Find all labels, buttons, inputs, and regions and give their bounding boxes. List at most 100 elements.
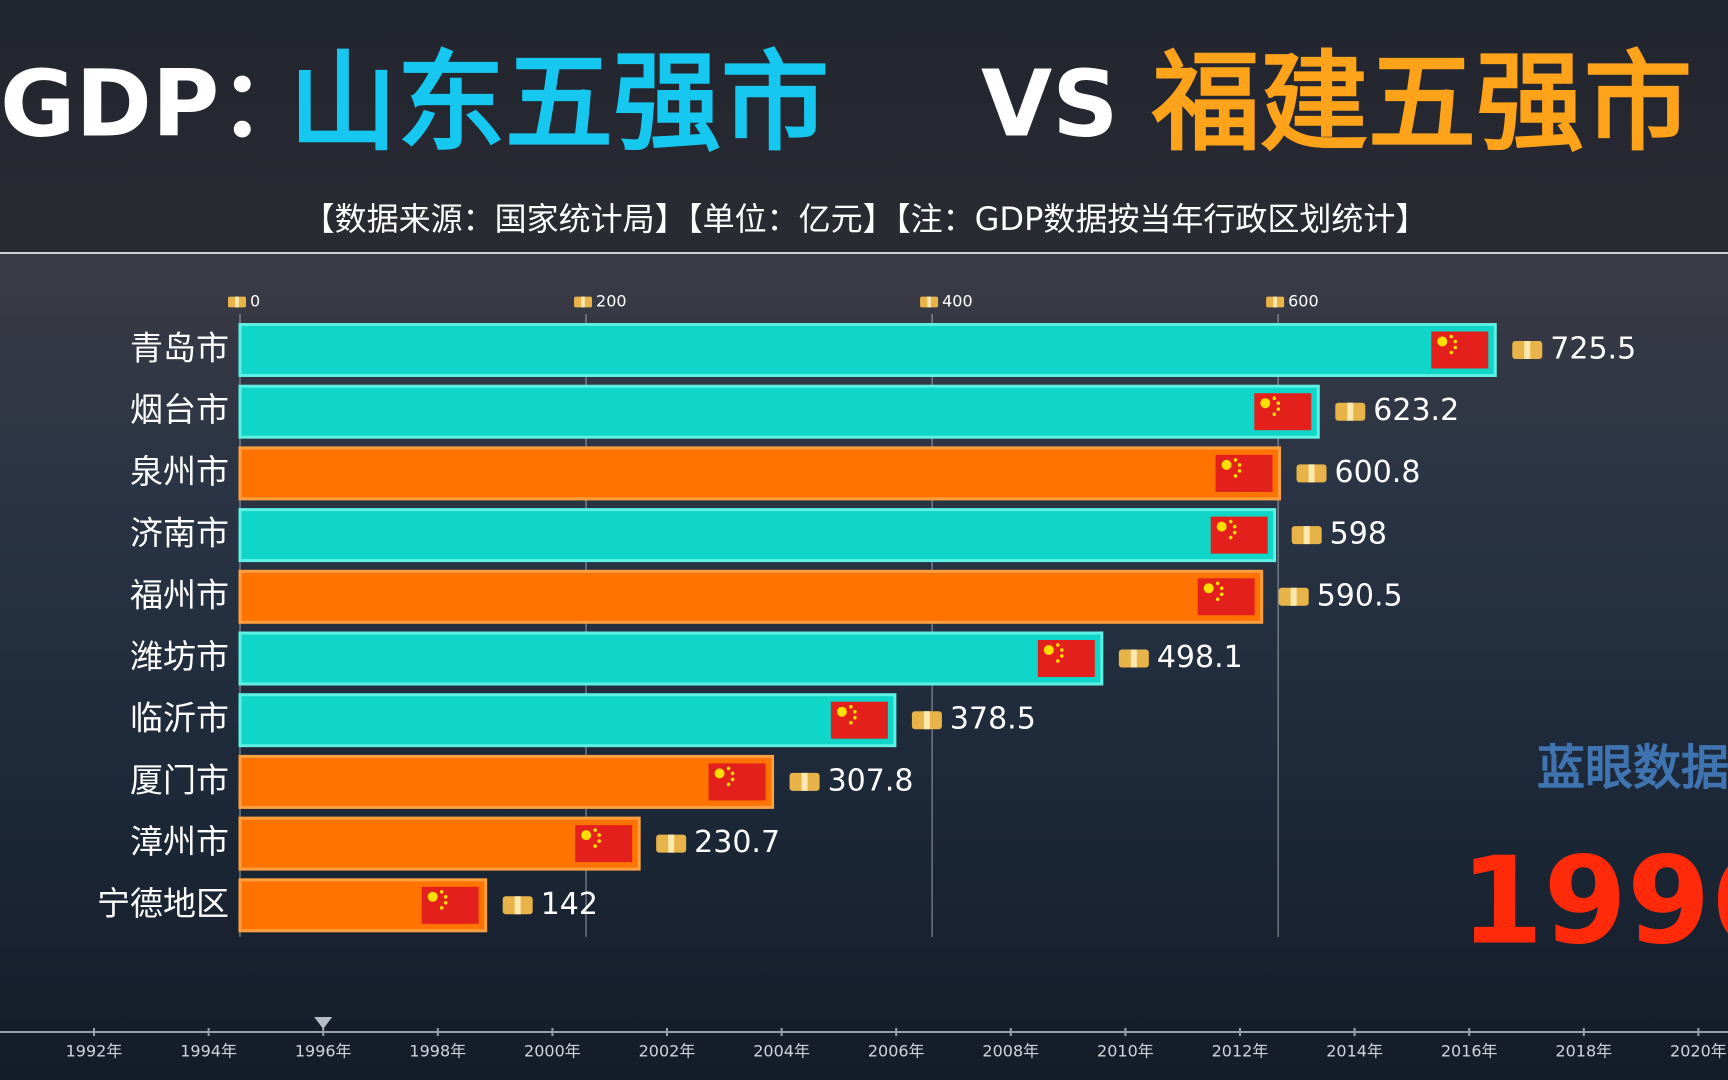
flag-icon bbox=[1215, 454, 1273, 492]
flag-star-small bbox=[597, 833, 601, 837]
y-tick-label: 厦门市 bbox=[130, 760, 229, 799]
money-icon bbox=[574, 296, 593, 308]
flag-icon bbox=[575, 825, 633, 863]
money-icon-band bbox=[1273, 296, 1277, 308]
flag-star bbox=[836, 706, 847, 717]
flag-body bbox=[1210, 516, 1268, 554]
watermark: 蓝眼数据 bbox=[1537, 740, 1728, 796]
bar bbox=[238, 816, 641, 871]
money-icon bbox=[228, 296, 246, 308]
money-icon bbox=[1512, 341, 1543, 359]
bar bbox=[238, 446, 1282, 501]
money-icon-band bbox=[668, 834, 675, 853]
bar bbox=[238, 693, 897, 748]
title-part: 山东五强市 bbox=[289, 41, 829, 166]
money-icon bbox=[789, 772, 820, 791]
timeline-label: 1998年 bbox=[409, 1042, 466, 1061]
flag-body bbox=[830, 701, 888, 739]
timeline-label: 2016年 bbox=[1441, 1042, 1498, 1061]
value-label: 598 bbox=[1330, 517, 1387, 552]
money-icon bbox=[1335, 402, 1366, 421]
timeline-label: 2020年 bbox=[1670, 1042, 1727, 1061]
flag-star-small bbox=[443, 901, 448, 905]
x-tick-label: 400 bbox=[942, 292, 973, 311]
flag-star bbox=[581, 830, 592, 841]
money-icon bbox=[911, 711, 942, 730]
timeline-label: 2000年 bbox=[524, 1042, 581, 1061]
bar bbox=[238, 323, 1497, 377]
flag-star-small bbox=[1449, 334, 1454, 339]
flag-body bbox=[1431, 331, 1489, 369]
timeline-label: 2004年 bbox=[753, 1042, 810, 1061]
flag-body bbox=[1215, 454, 1273, 492]
money-icon-band bbox=[1308, 464, 1315, 483]
timeline-label: 2002年 bbox=[639, 1042, 696, 1061]
flag-body bbox=[1197, 578, 1255, 616]
flag-star bbox=[1043, 645, 1054, 655]
flag-star-small bbox=[1056, 643, 1060, 647]
flag-star-small bbox=[726, 766, 731, 771]
value-label: 378.5 bbox=[950, 702, 1036, 737]
money-icon bbox=[1118, 649, 1149, 668]
y-tick-label: 宁德地区 bbox=[97, 884, 229, 923]
timeline-label: 1992年 bbox=[66, 1042, 123, 1061]
money-icon bbox=[1278, 587, 1309, 606]
flag-star bbox=[427, 891, 438, 902]
current-year: 1996年 bbox=[1460, 833, 1728, 972]
money-icon bbox=[1296, 464, 1327, 483]
flag-star-small bbox=[1228, 519, 1233, 524]
flag-star-small bbox=[1276, 401, 1281, 406]
money-icon-band bbox=[923, 711, 930, 730]
flag-star-small bbox=[730, 771, 735, 776]
timeline-label: 1996年 bbox=[295, 1042, 352, 1061]
money-icon bbox=[502, 896, 533, 915]
flag-star-small bbox=[1219, 592, 1224, 597]
flag-star-small bbox=[1060, 654, 1064, 658]
subtitle: 【数据来源：国家统计局】【单位：亿元】【注：GDP数据按当年行政区划统计】 bbox=[303, 200, 1428, 238]
flag-star-small bbox=[593, 844, 597, 848]
timeline-label: 2018年 bbox=[1555, 1042, 1612, 1061]
money-icon-band bbox=[514, 896, 521, 915]
timeline-label: 1994年 bbox=[180, 1042, 237, 1061]
money-icon bbox=[1291, 526, 1322, 545]
flag-icon bbox=[830, 701, 888, 739]
flag-star-small bbox=[1232, 530, 1237, 535]
y-tick-label: 漳州市 bbox=[130, 822, 229, 861]
flag-star-small bbox=[853, 709, 857, 714]
value-label: 590.5 bbox=[1317, 578, 1403, 613]
flag-icon bbox=[708, 763, 766, 801]
money-icon-band bbox=[1524, 341, 1531, 359]
money-icon bbox=[920, 296, 939, 308]
value-label: 623.2 bbox=[1373, 393, 1459, 428]
flag-star-small bbox=[1060, 648, 1064, 652]
value-label: 600.8 bbox=[1335, 455, 1421, 490]
flag-star-small bbox=[439, 890, 444, 894]
money-icon bbox=[656, 834, 687, 853]
y-tick-label: 烟台市 bbox=[130, 390, 229, 429]
flag-star-small bbox=[1215, 597, 1220, 602]
bar bbox=[238, 631, 1104, 686]
flag-body bbox=[421, 886, 479, 924]
bar bbox=[238, 569, 1264, 624]
flag-star-small bbox=[1453, 339, 1458, 344]
money-icon-band bbox=[581, 296, 585, 308]
flag-star-small bbox=[1276, 407, 1281, 412]
flag-star-small bbox=[1449, 350, 1454, 355]
flag-star-small bbox=[1272, 412, 1277, 417]
y-tick-label: 临沂市 bbox=[130, 699, 229, 738]
flag-star-small bbox=[439, 906, 444, 910]
bar bbox=[238, 754, 775, 809]
money-icon-band bbox=[1130, 649, 1137, 668]
y-tick-label: 济南市 bbox=[130, 514, 229, 553]
flag-star-small bbox=[1219, 586, 1224, 591]
timeline-label: 2006年 bbox=[868, 1042, 925, 1061]
x-tick-label: 0 bbox=[250, 292, 260, 311]
flag-body bbox=[1254, 393, 1312, 431]
flag-star bbox=[1260, 398, 1271, 409]
flag-star-small bbox=[1228, 535, 1233, 540]
flag-star-small bbox=[726, 782, 731, 787]
flag-icon bbox=[1197, 578, 1255, 616]
flag-icon bbox=[421, 886, 479, 924]
